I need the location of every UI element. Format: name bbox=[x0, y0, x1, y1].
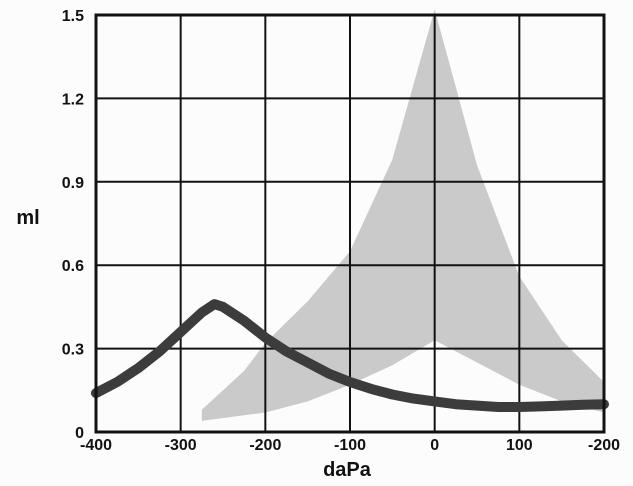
x-tick-label: -400 bbox=[80, 437, 112, 454]
y-tick-label: 1.5 bbox=[62, 8, 84, 25]
tick-labels-layer: -400 -300 -200 -100 0 100 -200 0 0.3 0.6 0.9 1.2 1.5 bbox=[62, 8, 620, 454]
x-tick-label: -100 bbox=[334, 437, 366, 454]
y-tick-label: 1.2 bbox=[62, 91, 84, 108]
frame-layer bbox=[94, 13, 606, 434]
x-tick-label: -300 bbox=[165, 437, 197, 454]
y-tick-label: 0 bbox=[75, 425, 84, 442]
y-tick-label: 0.9 bbox=[62, 175, 84, 192]
x-tick-label: -200 bbox=[249, 437, 281, 454]
plot-frame bbox=[94, 13, 606, 434]
y-tick-label: 0.6 bbox=[62, 258, 84, 275]
x-axis-label: daPa bbox=[323, 459, 372, 481]
x-tick-label: 100 bbox=[506, 437, 533, 454]
x-tick-label: -200 bbox=[588, 437, 620, 454]
series-line bbox=[91, 299, 609, 412]
y-tick-label: 0.3 bbox=[62, 342, 84, 359]
y-axis-label: ml bbox=[16, 207, 39, 229]
normal-range-band bbox=[201, 9, 605, 421]
x-tick-label: 0 bbox=[430, 437, 439, 454]
series-layer bbox=[91, 299, 609, 412]
normal-range-layer bbox=[201, 9, 605, 421]
